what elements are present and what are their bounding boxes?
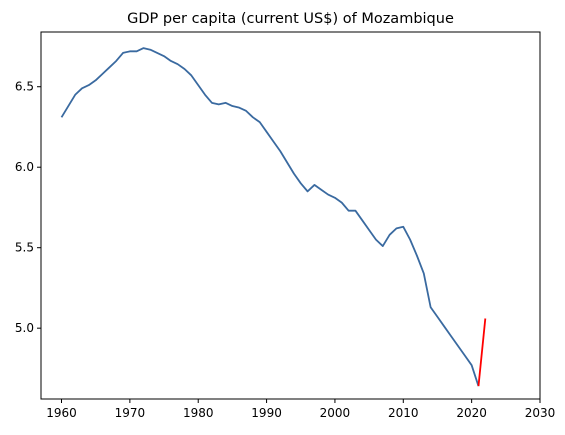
- x-tick-label: 1970: [115, 406, 146, 420]
- y-tick-label: 5.0: [15, 321, 34, 335]
- plot-frame: [40, 31, 541, 400]
- x-tick-label: 2000: [320, 406, 351, 420]
- y-axis: 5.0 5.5 6.0 6.5: [15, 80, 41, 335]
- x-tick-label: 1990: [251, 406, 282, 420]
- x-tick-label: 2010: [388, 406, 419, 420]
- y-tick-label: 5.5: [15, 241, 34, 255]
- x-tick-label: 1980: [183, 406, 214, 420]
- x-axis: 1960 1970 1980 1990 2000 2010 2020 2030: [46, 399, 555, 420]
- y-tick-label: 6.5: [15, 80, 34, 94]
- y-tick-label: 6.0: [15, 160, 34, 174]
- x-tick-label: 1960: [46, 406, 77, 420]
- series-line-1: [60, 47, 480, 387]
- chart-title: GDP per capita (current US$) of Mozambiq…: [127, 11, 454, 27]
- plot-lines: [60, 47, 487, 387]
- series-line-2: [477, 318, 487, 387]
- x-tick-label: 2020: [456, 406, 487, 420]
- x-tick-label: 2030: [525, 406, 556, 420]
